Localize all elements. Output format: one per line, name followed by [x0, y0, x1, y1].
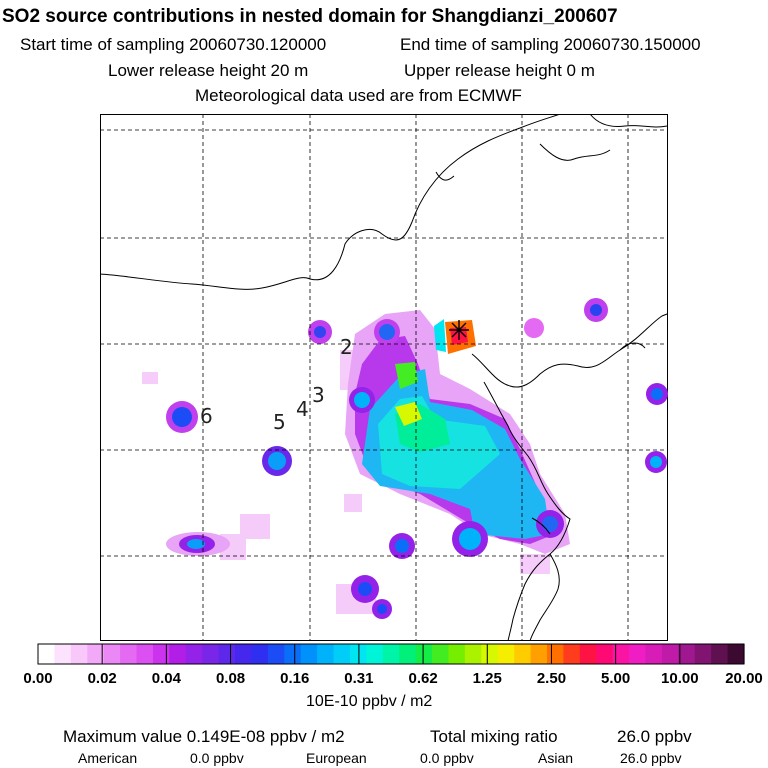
colorbar-cell [678, 644, 696, 664]
meteorological-data-note: Meteorological data used are from ECMWF [195, 86, 522, 105]
colorbar-cell [382, 644, 400, 664]
colorbar-tick-label: 1.25 [473, 670, 502, 687]
colorbar-tick-label: 0.08 [216, 670, 245, 687]
colorbar-cell [546, 644, 564, 664]
lower-release-height: Lower release height 20 m [108, 61, 309, 80]
map-gridlines [100, 114, 668, 641]
colorbar-cell [333, 644, 351, 664]
end-sampling-time: End time of sampling 20060730.150000 [400, 35, 701, 54]
colorbar-tick-label: 0.00 [23, 670, 52, 687]
region-european-label: European [306, 750, 367, 766]
region-european-value: 0.0 ppbv [420, 750, 474, 766]
upper-release-height: Upper release height 0 m [404, 61, 595, 80]
colorbar-cell [694, 644, 712, 664]
colorbar-tick-label: 5.00 [601, 670, 630, 687]
colorbar-cell [317, 644, 335, 664]
colorbar-cell [87, 644, 105, 664]
maximum-value: Maximum value 0.149E-08 ppbv / m2 [63, 727, 345, 746]
colorbar-cell [103, 644, 121, 664]
colorbar-cell [218, 644, 236, 664]
colorbar-tick-label: 0.62 [408, 670, 437, 687]
region-asian-label: Asian [538, 750, 574, 766]
isolated-blobs [166, 298, 668, 619]
colorbar-cell [629, 644, 647, 664]
colorbar-ticks [37, 644, 745, 664]
colorbar-cell [415, 644, 433, 664]
region-asian-value: 26.0 ppbv [620, 750, 682, 766]
colorbar-cell [612, 644, 630, 664]
coastlines [100, 114, 668, 641]
start-sampling-time: Start time of sampling 20060730.120000 [20, 35, 327, 54]
colorbar-tick-label: 20.00 [725, 670, 763, 687]
colorbar-cell [70, 644, 88, 664]
trajectory-label-4: 4 [296, 397, 309, 421]
colorbar-cell [38, 644, 56, 664]
colorbar: 0.00 0.02 0.04 0.08 0.16 0.31 0.62 1.25 2.50 5.00… [23, 643, 763, 687]
colorbar-cell [152, 644, 170, 664]
colorbar-cell [136, 644, 154, 664]
colorbar-cell [169, 644, 187, 664]
colorbar-tick-label: 10.00 [661, 670, 699, 687]
colorbar-cell [497, 644, 515, 664]
colorbar-unit: 10E-10 ppbv / m2 [306, 693, 433, 710]
colorbar-cell [711, 644, 729, 664]
colorbar-cell [579, 644, 597, 664]
colorbar-cell [120, 644, 138, 664]
colorbar-cell [284, 644, 302, 664]
colorbar-cell [481, 644, 499, 664]
map-title: SO2 source contributions in nested domai… [2, 6, 618, 27]
region-american-value: 0.0 ppbv [190, 750, 244, 766]
trajectory-label-6: 6 [200, 404, 213, 428]
colorbar-tick-label: 0.02 [88, 670, 117, 687]
colorbar-tick-label: 2.50 [537, 670, 566, 687]
colorbar-labels: 0.00 0.02 0.04 0.08 0.16 0.31 0.62 1.25 2.50 5.00… [23, 670, 762, 687]
colorbar-cell [432, 644, 450, 664]
colorbar-tick-label: 0.16 [280, 670, 309, 687]
trajectory-labels: 2 3 4 5 6 [200, 335, 353, 434]
colorbar-cell [399, 644, 417, 664]
colorbar-cell [448, 644, 466, 664]
colorbar-cell [235, 644, 253, 664]
map-panel: 2 3 4 5 6 [100, 114, 668, 641]
colorbar-cell [661, 644, 679, 664]
colorbar-tick-label: 0.31 [344, 670, 373, 687]
colorbar-cell [530, 644, 548, 664]
colorbar-cell [727, 644, 745, 664]
colorbar-cell [563, 644, 581, 664]
colorbar-tick-label: 0.04 [152, 670, 182, 687]
total-mixing-ratio-label: Total mixing ratio [430, 727, 558, 746]
colorbar-cell [185, 644, 203, 664]
colorbar-cell [366, 644, 384, 664]
colorbar-cell [464, 644, 482, 664]
colorbar-cell [251, 644, 269, 664]
trajectory-label-5: 5 [273, 410, 286, 434]
colorbar-cell [645, 644, 663, 664]
colorbar-cell [267, 644, 285, 664]
colorbar-cell [202, 644, 220, 664]
colorbar-cell [514, 644, 532, 664]
total-mixing-ratio-value: 26.0 ppbv [617, 727, 692, 746]
trajectory-label-3: 3 [312, 383, 325, 407]
trajectory-label-2: 2 [340, 335, 353, 359]
colorbar-cell [300, 644, 318, 664]
region-american-label: American [78, 750, 138, 766]
colorbar-cells [38, 644, 745, 664]
colorbar-cell [596, 644, 614, 664]
asterisk-icon [449, 320, 469, 340]
colorbar-cell [54, 644, 72, 664]
